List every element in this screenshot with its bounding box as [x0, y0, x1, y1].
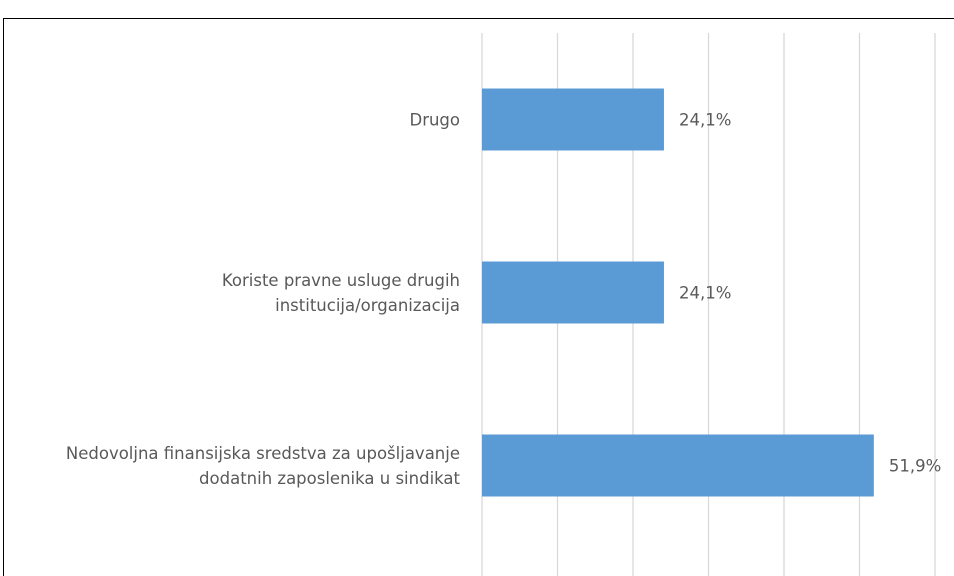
chart-frame — [3, 18, 954, 576]
data-label: 51,9% — [888, 456, 942, 475]
bar — [482, 261, 664, 324]
y-tick-label: Nedovoljna finansijska sredstva za upošl… — [65, 443, 460, 488]
data-label: 24,1% — [678, 283, 732, 302]
data-label: 24,1% — [678, 110, 732, 129]
bar — [482, 88, 664, 151]
y-tick-label: Koriste pravne usluge drugih institucija… — [221, 270, 460, 315]
y-tick-label: Drugo — [409, 110, 460, 129]
bar — [482, 434, 874, 497]
